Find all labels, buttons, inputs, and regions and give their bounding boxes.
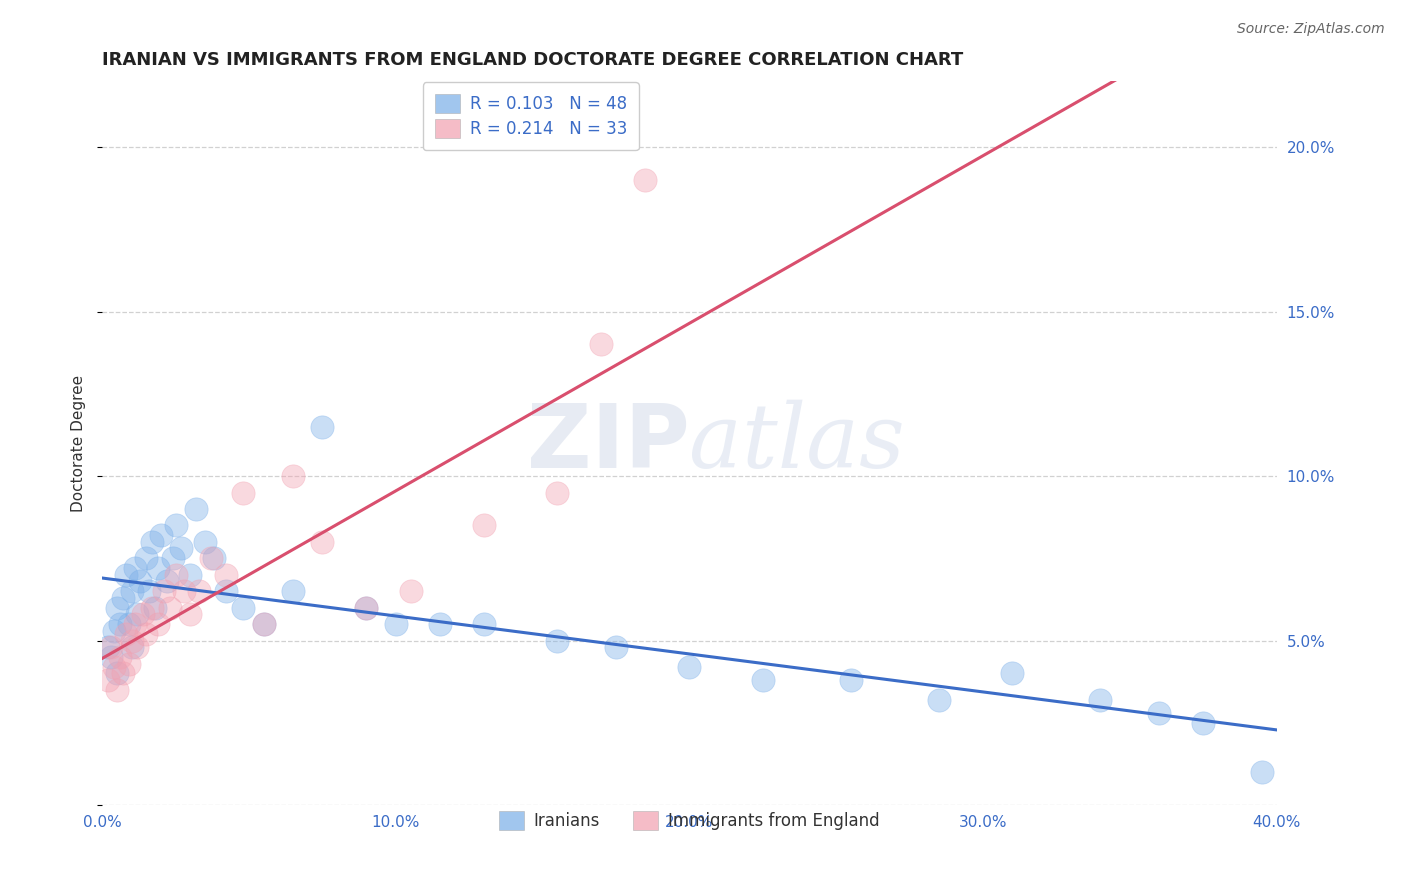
Point xyxy=(135,627,157,641)
Point xyxy=(253,617,276,632)
Point xyxy=(100,640,122,654)
Point xyxy=(132,607,155,622)
Point xyxy=(117,657,139,671)
Point xyxy=(114,627,136,641)
Point xyxy=(752,673,775,687)
Point xyxy=(124,561,146,575)
Point xyxy=(173,584,195,599)
Point xyxy=(159,600,181,615)
Point xyxy=(138,584,160,599)
Point xyxy=(100,650,122,665)
Point xyxy=(634,173,657,187)
Point xyxy=(124,617,146,632)
Point xyxy=(103,660,125,674)
Point xyxy=(1147,706,1170,720)
Point xyxy=(311,419,333,434)
Point xyxy=(121,640,143,654)
Point xyxy=(194,534,217,549)
Point xyxy=(146,617,169,632)
Point xyxy=(356,600,378,615)
Point xyxy=(429,617,451,632)
Text: ZIP: ZIP xyxy=(527,400,689,487)
Point xyxy=(546,633,568,648)
Text: IRANIAN VS IMMIGRANTS FROM ENGLAND DOCTORATE DEGREE CORRELATION CHART: IRANIAN VS IMMIGRANTS FROM ENGLAND DOCTO… xyxy=(103,51,963,69)
Y-axis label: Doctorate Degree: Doctorate Degree xyxy=(72,375,86,512)
Point xyxy=(214,584,236,599)
Point xyxy=(156,574,179,589)
Point xyxy=(135,551,157,566)
Point xyxy=(108,650,131,665)
Point xyxy=(232,485,254,500)
Point xyxy=(149,528,172,542)
Point xyxy=(928,692,950,706)
Point xyxy=(117,617,139,632)
Text: Source: ZipAtlas.com: Source: ZipAtlas.com xyxy=(1237,22,1385,37)
Point xyxy=(114,567,136,582)
Point xyxy=(179,607,201,622)
Point xyxy=(141,600,163,615)
Point xyxy=(162,551,184,566)
Point xyxy=(146,561,169,575)
Point xyxy=(385,617,408,632)
Point xyxy=(179,567,201,582)
Point xyxy=(232,600,254,615)
Point xyxy=(678,660,700,674)
Point xyxy=(186,502,208,516)
Point xyxy=(311,534,333,549)
Point xyxy=(546,485,568,500)
Point xyxy=(143,600,166,615)
Point xyxy=(202,551,225,566)
Point xyxy=(399,584,422,599)
Point xyxy=(281,469,304,483)
Point xyxy=(472,617,495,632)
Point xyxy=(591,337,613,351)
Point xyxy=(141,534,163,549)
Legend: Iranians, Immigrants from England: Iranians, Immigrants from England xyxy=(485,797,893,844)
Point xyxy=(111,591,134,605)
Point xyxy=(200,551,222,566)
Point xyxy=(1251,765,1274,780)
Point xyxy=(103,624,125,638)
Point xyxy=(127,640,149,654)
Point xyxy=(281,584,304,599)
Point xyxy=(105,682,128,697)
Point xyxy=(253,617,276,632)
Point xyxy=(129,574,152,589)
Point xyxy=(1090,692,1112,706)
Point xyxy=(1001,666,1024,681)
Point xyxy=(188,584,211,599)
Point xyxy=(165,567,187,582)
Point xyxy=(108,617,131,632)
Point xyxy=(105,666,128,681)
Point xyxy=(97,673,120,687)
Point xyxy=(356,600,378,615)
Text: atlas: atlas xyxy=(689,400,905,487)
Point xyxy=(605,640,627,654)
Point xyxy=(472,518,495,533)
Point xyxy=(839,673,862,687)
Point xyxy=(121,584,143,599)
Point xyxy=(105,600,128,615)
Point xyxy=(111,666,134,681)
Point xyxy=(121,633,143,648)
Point xyxy=(127,607,149,622)
Point xyxy=(165,518,187,533)
Point xyxy=(214,567,236,582)
Point xyxy=(153,584,176,599)
Point xyxy=(170,541,193,556)
Point xyxy=(1192,715,1215,730)
Point xyxy=(97,640,120,654)
